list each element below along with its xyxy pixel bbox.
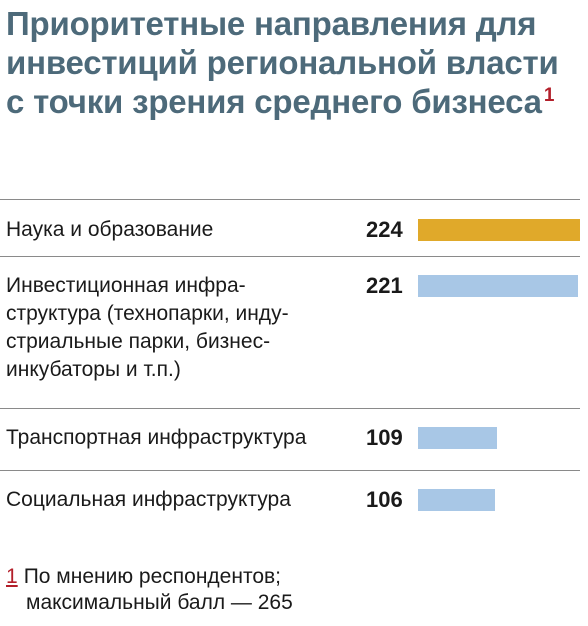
bar [418, 219, 580, 241]
category-label: Транспортная инфраструктура [6, 424, 351, 452]
value-label: 106 [366, 487, 403, 512]
chart-row: Инвестиционная инфра-структура (технопар… [0, 256, 580, 409]
footnote-number: 1 [6, 565, 18, 588]
chart-row: Транспортная инфраструктура 109 [0, 408, 580, 471]
chart-title: Приоритетные направления для инвестиций … [6, 4, 576, 121]
category-label-line: Транспортная инфраструктура [6, 426, 307, 449]
bar [418, 427, 497, 449]
category-label-line: Инвестиционная инфра- [6, 274, 246, 297]
category-label-line: Социальная инфраструктура [6, 488, 291, 511]
bar [418, 275, 578, 297]
category-label-line: структура (технопарки, инду- [6, 302, 289, 325]
value-label: 224 [366, 217, 403, 242]
category-label-line: Наука и образование [6, 218, 214, 241]
category-label-line: стриальные парки, бизнес- [6, 330, 271, 353]
footnote-line2: максимальный балл — 265 [26, 591, 293, 614]
title-footnote-mark: 1 [543, 85, 555, 106]
category-label-line: инкубаторы и т.п.) [6, 358, 181, 381]
top-divider [0, 199, 580, 200]
category-label: Наука и образование [6, 216, 351, 244]
value-label: 109 [366, 425, 403, 450]
category-label: Социальная инфраструктура [6, 486, 351, 514]
chart-title-text: Приоритетные направления для инвестиций … [6, 5, 559, 120]
footnote: 1 По мнению респондентов; максимальный ба… [6, 564, 293, 616]
chart-row: Социальная инфраструктура 106 [0, 470, 580, 532]
footnote-line1: По мнению респондентов; [23, 565, 282, 588]
bar [418, 489, 495, 511]
value-label: 221 [366, 273, 403, 298]
category-label: Инвестиционная инфра-структура (технопар… [6, 272, 351, 384]
chart-row: Наука и образование 224 [0, 200, 580, 257]
